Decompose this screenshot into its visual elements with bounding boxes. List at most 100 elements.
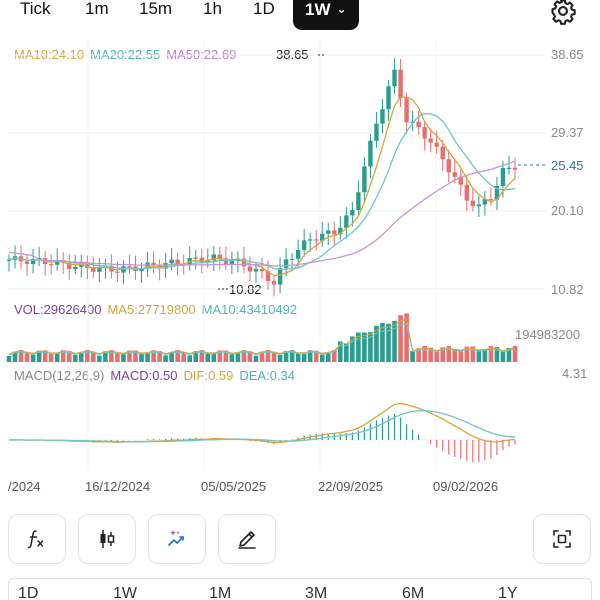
range-6m[interactable]: 6M xyxy=(402,585,425,600)
candle-body xyxy=(199,257,204,263)
candle-body xyxy=(271,281,277,285)
candle-body xyxy=(350,210,355,216)
candle-body xyxy=(332,230,337,235)
volume-bar xyxy=(464,346,470,362)
range-1m[interactable]: 1M xyxy=(209,585,232,600)
current-price-label: 25.45 xyxy=(551,158,584,173)
candle-body xyxy=(73,266,78,269)
candle-body xyxy=(314,239,319,241)
vol-legend: VOL:29626400 xyxy=(14,302,102,317)
tab-tick[interactable]: Tick xyxy=(20,0,51,18)
volume-bar xyxy=(398,315,403,362)
tab-15m[interactable]: 15m xyxy=(139,0,173,18)
price-markers xyxy=(218,54,548,290)
screenshot-button[interactable] xyxy=(533,514,591,564)
volume-bar xyxy=(30,354,36,362)
candle-body xyxy=(344,215,349,228)
volume-bar xyxy=(78,352,84,362)
chart-type-button[interactable] xyxy=(78,514,136,564)
volume-bar xyxy=(48,353,54,362)
volume-bar xyxy=(217,350,223,362)
volume-bar xyxy=(331,350,337,362)
volume-bar xyxy=(235,352,241,362)
candle-body xyxy=(139,268,144,272)
candle-body xyxy=(259,269,265,272)
candle-body xyxy=(97,267,102,272)
candle-body xyxy=(115,271,120,273)
volume-bar xyxy=(169,351,174,362)
volume-bar xyxy=(265,350,271,362)
range-1y[interactable]: 1Y xyxy=(498,585,518,600)
price-axis-tick: 29.37 xyxy=(551,125,584,140)
tab-1w[interactable]: 1W ⌄ xyxy=(293,0,359,30)
candlestick-chart[interactable] xyxy=(0,0,600,480)
candle-body xyxy=(398,69,403,99)
volume-bar xyxy=(66,350,72,362)
vol-ma10-legend: MA10:43410492 xyxy=(201,302,298,317)
date-axis-label: 09/02/2026 xyxy=(433,479,499,494)
volume-bar xyxy=(24,352,30,362)
ai-analysis-button[interactable] xyxy=(148,514,206,564)
candle-body xyxy=(476,204,482,207)
volume-bar xyxy=(470,346,476,362)
candle-body xyxy=(277,268,283,285)
volume-bar xyxy=(121,354,126,362)
volume-bar xyxy=(338,341,343,362)
price-axis-tick: 38.65 xyxy=(551,47,584,62)
dea-legend: DEA:0.34 xyxy=(239,368,296,383)
volume-bar xyxy=(416,348,421,362)
volume-bar xyxy=(476,350,482,362)
date-axis-label: 05/05/2025 xyxy=(201,479,267,494)
volume-legend: VOL:29626400 MA5:27719800 MA10:43410492 xyxy=(14,302,303,317)
drawing-tool-button[interactable] xyxy=(218,514,276,564)
macd-axis-max: 4.31 xyxy=(562,366,588,381)
volume-bar xyxy=(127,350,132,362)
candlestick-series xyxy=(6,58,518,297)
volume-bar xyxy=(18,350,24,362)
candle-body xyxy=(127,266,132,268)
volume-bar xyxy=(446,346,452,362)
tab-1m[interactable]: 1m xyxy=(85,0,109,18)
volume-bar xyxy=(440,347,446,362)
candle-body xyxy=(458,176,463,185)
volume-bar xyxy=(247,351,253,362)
volume-bar xyxy=(386,323,391,362)
macd-panel xyxy=(8,402,518,463)
candle-body xyxy=(265,271,271,282)
candle-body xyxy=(289,258,295,261)
volume-bar xyxy=(181,352,186,362)
candle-body xyxy=(464,184,470,201)
macd-value-legend: MACD:0.50 xyxy=(110,368,178,383)
dif-line xyxy=(8,402,516,444)
range-1w[interactable]: 1W xyxy=(113,585,137,600)
volume-bar xyxy=(193,351,199,362)
interval-bar: Tick 1m 15m 1h 1D 1W ⌄ xyxy=(0,0,600,30)
candlestick-type-icon xyxy=(100,530,115,548)
range-3m[interactable]: 3M xyxy=(305,585,328,600)
volume-bar xyxy=(103,351,108,362)
tab-1d[interactable]: 1D xyxy=(253,0,275,18)
candle-body xyxy=(253,269,259,272)
price-axis-tick: 20.10 xyxy=(551,203,584,218)
range-1d[interactable]: 1D xyxy=(18,585,39,600)
volume-bar xyxy=(145,353,150,362)
screenshot-icon xyxy=(553,530,571,548)
volume-bar xyxy=(6,356,12,362)
volume-bar xyxy=(36,350,42,362)
chart-grid xyxy=(8,40,545,470)
candle-body xyxy=(48,264,54,266)
candle-body xyxy=(175,259,180,264)
tab-1h[interactable]: 1h xyxy=(203,0,222,18)
indicator-button[interactable] xyxy=(8,514,66,564)
volume-bar xyxy=(482,349,488,362)
candle-body xyxy=(494,185,500,200)
volume-bar xyxy=(404,313,409,362)
volume-bar xyxy=(241,350,247,362)
ma10-line xyxy=(8,96,516,277)
macd-legend: MACD(12,26,9) MACD:0.50 DIF:0.59 DEA:0.34 xyxy=(14,368,301,383)
volume-bar xyxy=(452,348,458,362)
gear-icon[interactable] xyxy=(549,0,577,25)
candle-body xyxy=(54,260,60,265)
volume-bar xyxy=(434,351,439,362)
volume-bar xyxy=(392,320,397,362)
